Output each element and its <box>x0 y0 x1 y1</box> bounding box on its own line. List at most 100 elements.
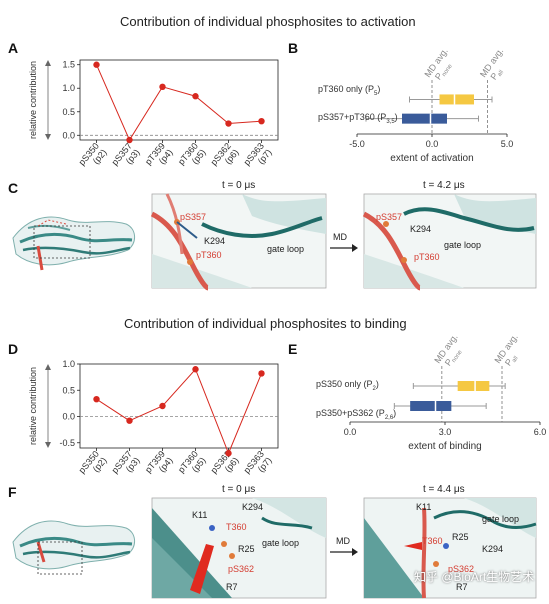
panel-f-start-label-k294: K294 <box>242 502 263 512</box>
panel-f-md-label: MD <box>336 536 350 546</box>
panel-c-start-label-pt360: pT360 <box>196 250 222 260</box>
data-point <box>126 417 133 424</box>
panel-letter-d: D <box>8 341 19 357</box>
binding-section-title: Contribution of individual phosphosites … <box>124 316 407 331</box>
panel-c-md-label: MD <box>333 232 347 242</box>
x-axis-label: extent of activation <box>390 153 473 164</box>
plot-frame <box>79 363 279 449</box>
panel-f-snapshot-end: K11 gate loop T360 R25 K294 pS362 R7 <box>363 497 537 599</box>
panel-letter-a: A <box>8 40 19 56</box>
panel-f-start-label-k11: K11 <box>192 510 207 520</box>
plot-frame <box>79 59 279 141</box>
panel-c-time-end: t = 4.2 μs <box>423 180 465 191</box>
reference-subsublabel: all <box>511 355 519 363</box>
panel-f-md-arrow-icon <box>330 548 358 556</box>
reference-sublabel: P <box>433 71 445 82</box>
series-label: pT360 only (P5) <box>318 84 380 97</box>
series-line <box>96 368 262 455</box>
data-point <box>159 402 166 410</box>
box-rect <box>402 113 447 124</box>
panel-f-end-label-t360: T360 <box>422 536 443 546</box>
x-tick-label: 0.0 <box>426 139 439 149</box>
panel-f-structure-overview <box>12 520 135 575</box>
panel-f-time-end: t = 4.4 μs <box>423 484 465 495</box>
panel-letter-e: E <box>288 341 298 357</box>
y-arrow-down-icon <box>45 134 51 140</box>
x-tick-label: 0.0 <box>344 427 357 437</box>
y-tick-label: 0.0 <box>62 130 75 140</box>
panel-c-end-label-k294: K294 <box>410 224 431 234</box>
panel-f-end-label-gate-loop: gate loop <box>482 514 519 524</box>
box-rect <box>457 381 490 391</box>
series-line <box>96 64 262 142</box>
panel-c-end-label-pt360: pT360 <box>414 252 440 262</box>
y-axis-label: relative contribution <box>28 61 38 139</box>
panel-f-start-label-t360: T360 <box>226 522 247 532</box>
panel-f-time-start: t = 0 μs <box>222 484 256 495</box>
reference-subsublabel: all <box>497 69 505 77</box>
data-point <box>126 136 133 144</box>
data-point <box>258 117 265 125</box>
box-rect <box>410 401 452 411</box>
x-tick-label: -5.0 <box>349 139 365 149</box>
y-tick-label: -0.5 <box>59 438 75 448</box>
x-tick-label: 5.0 <box>501 139 514 149</box>
watermark: 知乎 @BioArt生物艺术 <box>414 570 535 584</box>
y-tick-label: 1.0 <box>62 359 75 369</box>
y-arrow-up-icon <box>45 60 51 66</box>
data-point <box>192 93 199 100</box>
reference-sublabel: P <box>488 71 500 82</box>
panel-f-end-label-k294: K294 <box>482 544 503 554</box>
y-tick-label: 0.0 <box>62 412 75 422</box>
panel-c-snapshot-start: pS357 K294 pT360 gate loop <box>150 193 327 291</box>
data-point <box>192 366 199 373</box>
panel-f-start-label-r25: R25 <box>238 544 255 554</box>
panel-c-start-label-ps357: pS357 <box>180 212 206 222</box>
activation-section-title: Contribution of individual phosphosites … <box>120 14 416 29</box>
panel-c-structure-overview <box>12 216 135 271</box>
panel-c-snapshot-end: pS357 K294 gate loop pT360 <box>362 193 537 291</box>
panel-c-end-label-gate-loop: gate loop <box>444 240 481 250</box>
y-axis-label: relative contribution <box>28 367 38 445</box>
y-tick-label: 0.5 <box>62 107 75 117</box>
panel-f-end-label-ps362: pS362 <box>448 564 474 574</box>
y-tick-label: 1.5 <box>62 60 75 70</box>
reference-subsublabel: none <box>451 349 464 364</box>
x-axis-label: extent of binding <box>408 441 481 452</box>
x-tick-label: 6.0 <box>534 427 547 437</box>
panel-f-end-label-r7: R7 <box>456 582 468 592</box>
x-tick-label: 3.0 <box>439 427 452 437</box>
series-label: pS350+pS362 (P2,6) <box>316 408 396 421</box>
box-rect <box>439 94 474 105</box>
data-point <box>225 450 232 457</box>
reference-sublabel: P <box>503 357 515 368</box>
panel-letter-c: C <box>8 180 19 196</box>
panel-letter-f: F <box>8 484 17 500</box>
panel-f-start-label-ps362: pS362 <box>228 564 254 574</box>
data-point <box>159 83 166 91</box>
data-point <box>258 370 265 377</box>
panel-letter-b: B <box>288 40 299 56</box>
panel-f-start-label-gate-loop: gate loop <box>262 538 299 548</box>
panel-f-start-label-r7: R7 <box>226 582 238 592</box>
reference-sublabel: P <box>443 357 455 368</box>
panel-c-md-arrow-icon <box>330 244 358 252</box>
panel-c-end-label-ps357: pS357 <box>376 212 402 222</box>
y-arrow-up-icon <box>45 364 51 370</box>
panel-f-snapshot-start: K294 K11 T360 R25 gate loop pS362 R7 <box>151 497 327 599</box>
panel-c-start-label-gate-loop: gate loop <box>267 244 304 254</box>
data-point <box>225 120 232 127</box>
series-label: pS357+pT360 (P3,5) <box>318 112 398 125</box>
panel-f-end-label-k11: K11 <box>416 502 431 512</box>
panel-c-time-start: t = 0 μs <box>222 180 256 191</box>
data-point <box>93 61 100 68</box>
data-point <box>93 395 100 403</box>
panel-f-end-label-r25: R25 <box>452 532 469 542</box>
panel-c-start-label-k294: K294 <box>204 236 225 246</box>
